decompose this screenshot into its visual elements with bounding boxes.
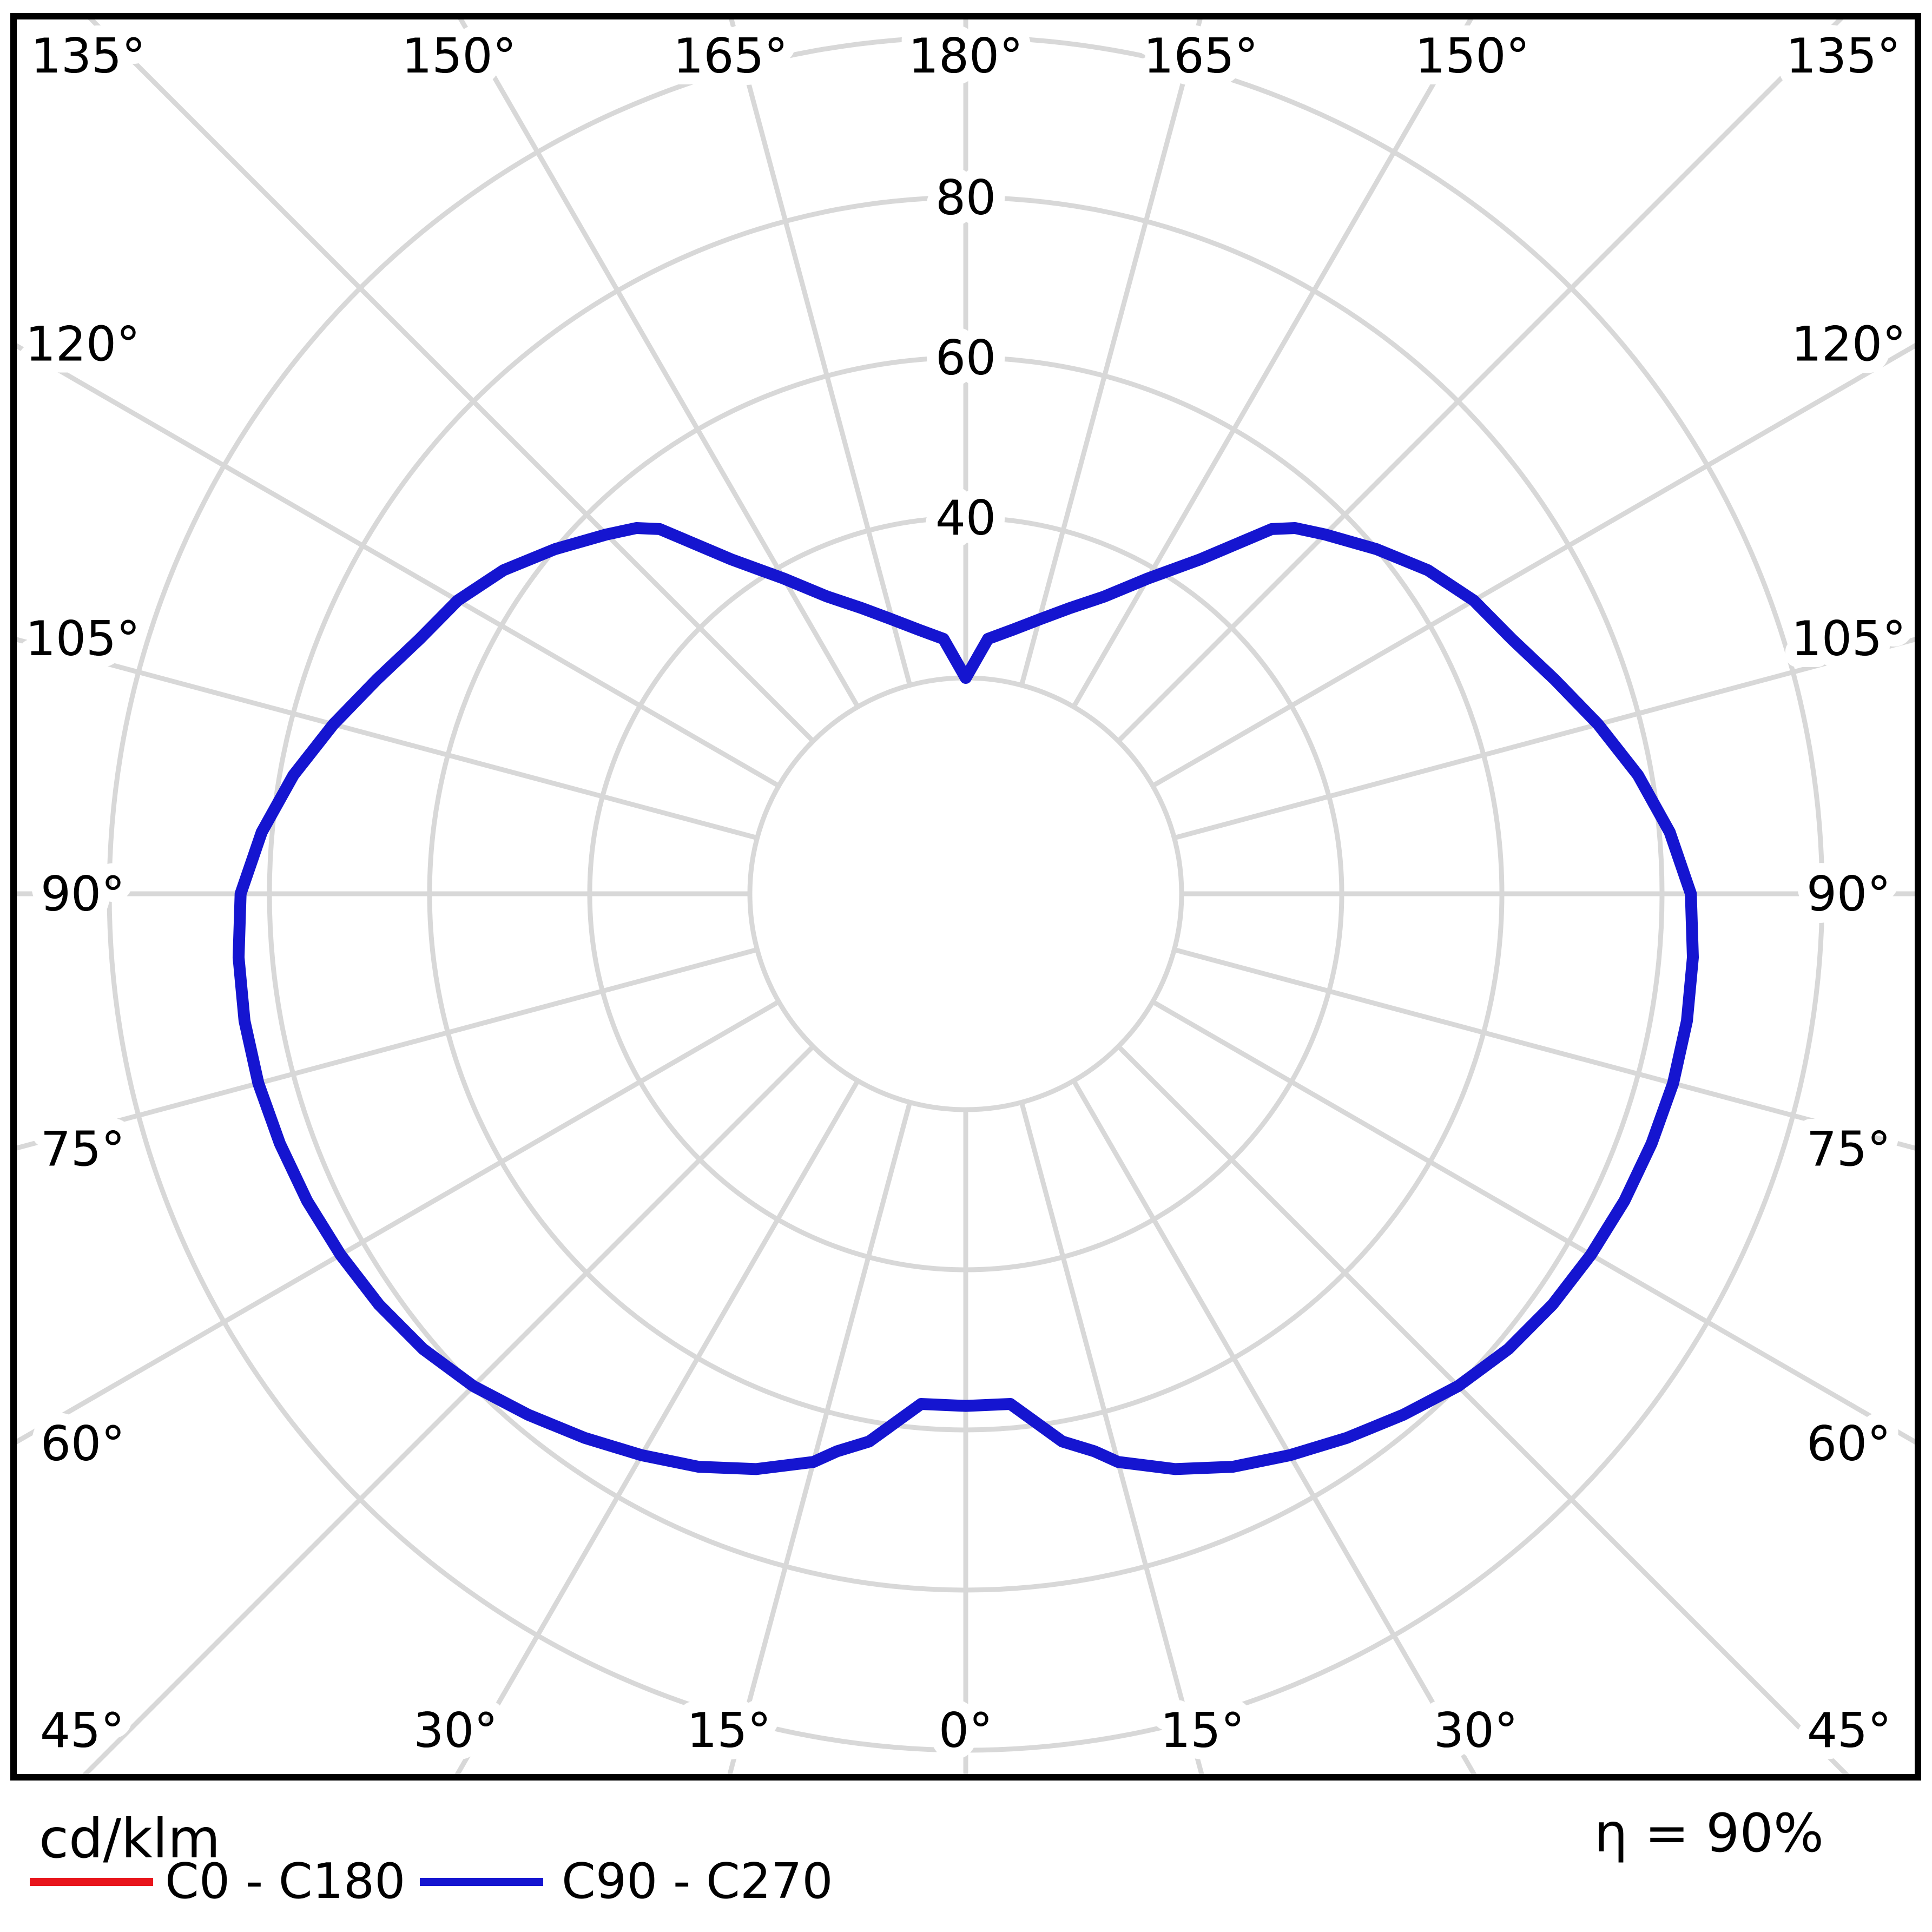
angle-label-bottom-15°: 15° [687, 1703, 771, 1758]
grid-spoke [453, 1079, 860, 1779]
angle-label-bottom-45°: 45° [1807, 1703, 1891, 1758]
legend-label-c0-c180: C0 - C180 [165, 1853, 406, 1910]
angle-label-left-75°: 75° [41, 1121, 125, 1177]
legend-label-c90-c270: C90 - C270 [562, 1853, 833, 1910]
angle-label-top-150°: 150° [1415, 28, 1529, 84]
grid-spoke [728, 15, 913, 686]
angle-label-right-75°: 75° [1806, 1121, 1891, 1177]
grid-spoke [86, 14, 815, 743]
angle-label-top-165°: 165° [673, 28, 788, 84]
angle-label-left-60°: 60° [41, 1416, 125, 1472]
grid-spoke [1071, 1079, 1478, 1779]
angle-label-top-180°: 180° [908, 28, 1023, 84]
angle-label-top-135°: 135° [31, 28, 146, 84]
grid-spoke [1019, 1102, 1205, 1778]
grid-spoke [1019, 15, 1203, 686]
ring-label-80: 80 [935, 170, 996, 226]
curve-c90-c270 [232, 522, 1699, 1475]
angle-label-left-105°: 105° [25, 611, 140, 667]
grid-spoke [1071, 15, 1475, 708]
angle-label-top-165°: 165° [1144, 28, 1258, 84]
angle-label-top-135°: 135° [1786, 28, 1901, 84]
grid-spoke [457, 15, 860, 708]
ring-label-60: 60 [935, 330, 996, 386]
units-label: cd/klm [39, 1807, 221, 1870]
angle-label-left-90°: 90° [41, 866, 125, 922]
angle-label-top-150°: 150° [402, 28, 517, 84]
angle-label-left-60°: 60° [41, 1416, 125, 1472]
grid-spoke [1116, 1044, 1851, 1779]
angle-label-bottom-30°: 30° [1434, 1703, 1518, 1758]
grid-spoke [727, 1102, 913, 1778]
polar-grid [12, 14, 1920, 1779]
angle-label-right-120°: 120° [1791, 316, 1906, 372]
grid-spoke [1116, 14, 1845, 743]
angle-label-bottom-0°: 0° [939, 1703, 993, 1758]
angle-label-bottom-15°: 15° [1160, 1703, 1245, 1758]
angle-label-right-75°: 75° [1806, 1121, 1891, 1177]
angle-label-bottom-15°: 15° [1160, 1703, 1245, 1758]
grid-spoke [12, 999, 780, 1446]
angle-label-right-120°: 120° [1791, 316, 1906, 372]
angle-label-right-105°: 105° [1791, 611, 1906, 667]
angle-label-right-105°: 105° [1791, 611, 1906, 667]
angle-label-top-150°: 150° [402, 28, 517, 84]
angle-label-bottom-30°: 30° [1434, 1703, 1518, 1758]
angle-label-bottom-15°: 15° [687, 1703, 771, 1758]
angle-label-bottom-45°: 45° [40, 1703, 124, 1758]
angle-label-left-120°: 120° [25, 316, 140, 372]
grid-spoke [1173, 636, 1919, 841]
ring-label-40: 40 [935, 490, 996, 546]
angle-label-top-165°: 165° [673, 28, 788, 84]
angle-label-left-90°: 90° [41, 866, 125, 922]
grid-ring-20 [747, 675, 1184, 1112]
angle-label-bottom-30°: 30° [413, 1703, 498, 1758]
efficiency-label: η = 90% [1594, 1803, 1824, 1864]
angle-label-right-60°: 60° [1806, 1416, 1891, 1472]
angle-label-top-135°: 135° [1786, 28, 1901, 84]
angle-label-right-90°: 90° [1806, 866, 1891, 922]
grid-spoke [12, 947, 758, 1151]
grid-spoke [1151, 341, 1920, 788]
angle-label-left-75°: 75° [41, 1121, 125, 1177]
angle-label-top-165°: 165° [1144, 28, 1258, 84]
legend: C0 - C180 C90 - C270 [0, 1853, 1932, 1929]
chart-frame [10, 13, 1921, 1781]
angle-label-right-60°: 60° [1806, 1416, 1891, 1472]
ring-label-40: 40 [935, 490, 996, 546]
angle-label-top-135°: 135° [31, 28, 146, 84]
grid-spoke [12, 341, 780, 788]
angle-label-left-105°: 105° [25, 611, 140, 667]
angle-label-top-150°: 150° [1415, 28, 1529, 84]
grid-spoke [80, 1044, 815, 1779]
angle-label-right-90°: 90° [1806, 866, 1891, 922]
grid-spoke [1151, 999, 1920, 1446]
grid-spoke [12, 636, 758, 841]
angle-label-bottom-0°: 0° [939, 1703, 993, 1758]
angle-label-bottom-45°: 45° [1807, 1703, 1891, 1758]
grid-spoke [1173, 947, 1919, 1151]
ring-label-60: 60 [935, 330, 996, 386]
angle-label-top-180°: 180° [908, 28, 1023, 84]
legend-swatch-c0-c180 [30, 1878, 153, 1886]
angle-label-bottom-45°: 45° [40, 1703, 124, 1758]
ring-label-80: 80 [935, 170, 996, 226]
legend-swatch-c90-c270 [420, 1878, 543, 1886]
angle-label-bottom-30°: 30° [413, 1703, 498, 1758]
angle-label-left-120°: 120° [25, 316, 140, 372]
